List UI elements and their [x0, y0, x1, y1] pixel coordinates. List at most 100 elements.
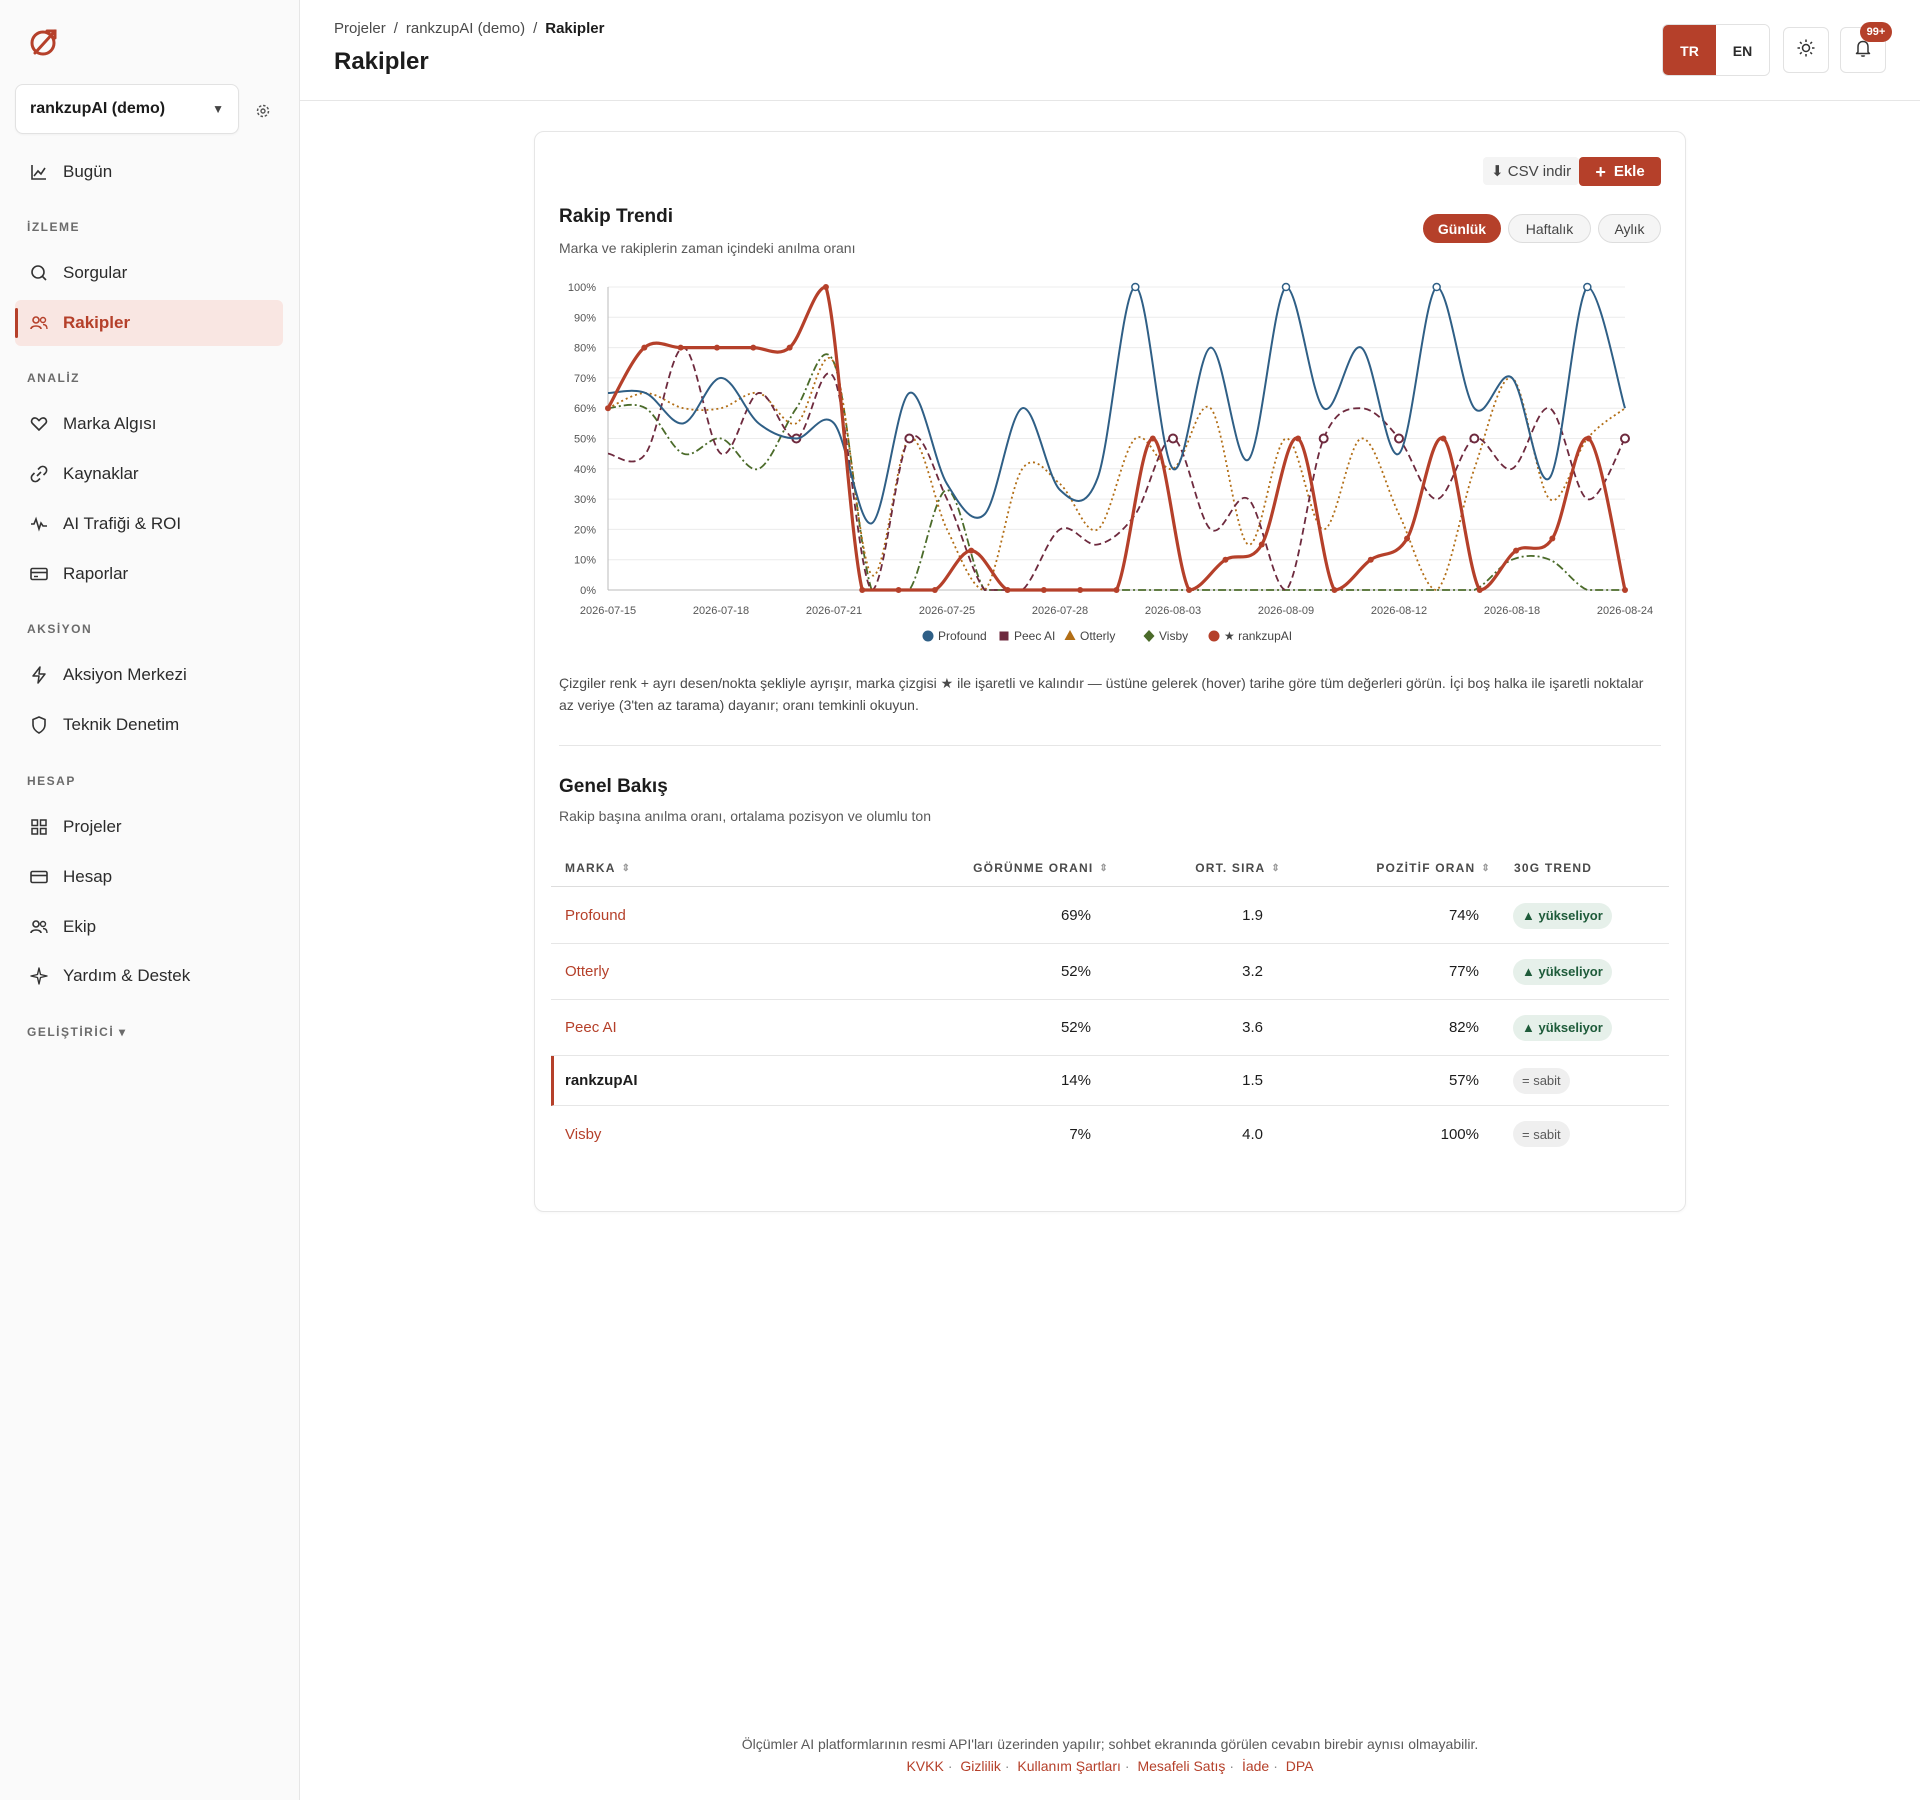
legend-label: Visby	[1159, 629, 1188, 643]
column-header-visibility[interactable]: GÖRÜNME ORANI ⇕	[819, 848, 1109, 888]
trend-badge: ▲ yükseliyor	[1513, 1014, 1612, 1041]
brand-link[interactable]: Otterly	[565, 963, 610, 980]
add-competitor-button[interactable]: + Ekle	[1579, 157, 1661, 186]
table-row[interactable]: Peec AI 52% 3.6 82% ▲ yükseliyor	[551, 1000, 1669, 1056]
positive-value: 100%	[1440, 1125, 1479, 1143]
competitors-card	[534, 131, 1686, 1212]
trend-badge: ▲ yükseliyor	[1513, 958, 1612, 985]
trend-badge: ▲ yükseliyor	[1513, 902, 1612, 929]
data-point-rankzupai	[750, 344, 757, 351]
y-tick-label: 20%	[574, 524, 596, 536]
nav-section-developer[interactable]: GELİŞTİRİCİ ▾	[27, 1025, 127, 1039]
footer-disclaimer: Ölçümler AI platformlarının resmi API'la…	[741, 1736, 1479, 1752]
brand-link[interactable]: Peec AI	[565, 1019, 617, 1036]
sidebar-item-help[interactable]: Yardım & Destek	[15, 953, 283, 999]
link-icon	[28, 463, 50, 485]
logo[interactable]	[27, 25, 61, 59]
table-row[interactable]: Profound 69% 1.9 74% ▲ yükseliyor	[551, 888, 1669, 944]
y-tick-label: 90%	[574, 312, 596, 324]
footer-link-terms[interactable]: Kullanım Şartları	[1017, 1758, 1121, 1774]
data-point-peecai	[904, 433, 915, 444]
sidebar-item-tech-audit[interactable]: Teknik Denetim	[15, 702, 283, 748]
y-tick-label: 0%	[580, 585, 596, 597]
legend-marker	[1064, 630, 1076, 640]
users-icon	[28, 916, 50, 938]
column-header-brand[interactable]: MARKA ⇕	[565, 848, 631, 888]
lang-en-button[interactable]: EN	[1716, 25, 1769, 75]
table-row-own-brand[interactable]: rankzupAI 14% 1.5 57% = sabit	[551, 1056, 1669, 1106]
footer-separator: ·	[1004, 1758, 1010, 1774]
period-daily-button[interactable]: Günlük	[1423, 214, 1501, 243]
sidebar-item-projects[interactable]: Projeler	[15, 804, 283, 850]
visibility-value: 52%	[1060, 1019, 1091, 1036]
y-tick-label: 100%	[568, 282, 596, 294]
heart-icon	[28, 413, 50, 435]
sidebar-item-brand[interactable]: Marka Algısı	[15, 401, 283, 447]
sidebar-item-label: Kaynaklar	[63, 464, 139, 483]
x-tick-label: 2026-07-15	[580, 605, 636, 617]
period-monthly-button[interactable]: Aylık	[1598, 214, 1661, 243]
series-line-visby	[607, 353, 1625, 591]
sidebar-item-sources[interactable]: Kaynaklar	[15, 451, 283, 497]
data-point-rankzupai	[786, 344, 793, 351]
legend-marker	[922, 630, 934, 642]
period-weekly-button[interactable]: Haftalık	[1508, 214, 1591, 243]
data-point-peecai	[1620, 433, 1630, 444]
table-row[interactable]: Otterly 52% 3.2 77% ▲ yükseliyor	[551, 944, 1669, 1000]
column-header-label: 30G TREND	[1514, 861, 1593, 875]
column-header-label: ORT. SIRA	[1195, 861, 1266, 875]
sidebar-item-label: Projeler	[63, 817, 122, 836]
gear-icon[interactable]	[252, 100, 274, 122]
sidebar-item-today[interactable]: Bugün	[15, 149, 283, 195]
trend-cell: ▲ yükseliyor	[1513, 1000, 1612, 1055]
project-select[interactable]: rankzupAI (demo) ▼	[15, 84, 239, 134]
sidebar-item-label: Raporlar	[63, 564, 129, 583]
legend-marker	[1143, 630, 1155, 642]
footer-link-distance-sales[interactable]: Mesafeli Satış	[1137, 1758, 1226, 1774]
data-point-rankzupai	[1513, 547, 1520, 554]
language-switcher: TR EN	[1662, 24, 1770, 76]
footer-link-dpa[interactable]: DPA	[1285, 1758, 1314, 1774]
y-tick-label: 40%	[574, 464, 596, 476]
footer-link-kvkk[interactable]: KVKK	[906, 1758, 944, 1774]
data-point-rankzupai	[1549, 535, 1556, 542]
sidebar-item-action-center[interactable]: Aksiyon Merkezi	[15, 652, 283, 698]
nav-section-analysis: ANALİZ	[27, 371, 80, 385]
footer-separator: ·	[947, 1758, 953, 1774]
column-header-label: POZİTİF ORAN	[1376, 861, 1476, 875]
series-line-otterly	[607, 357, 1626, 591]
brand-link[interactable]: Profound	[565, 907, 626, 924]
positive-value: 82%	[1448, 1019, 1479, 1036]
lang-tr-button[interactable]: TR	[1663, 25, 1716, 75]
y-tick-label: 80%	[574, 343, 596, 355]
data-point-rankzupai	[1440, 435, 1447, 442]
sidebar-item-reports[interactable]: Raporlar	[15, 551, 283, 597]
data-point-rankzupai	[859, 587, 866, 593]
sidebar-item-queries[interactable]: Sorgular	[15, 250, 283, 296]
data-point-rankzupai	[931, 587, 938, 593]
trend-chart[interactable]: 0% 10% 20% 30% 40% 50% 60% 70% 80% 90% 100% 2026-07…	[550, 270, 1670, 650]
brand-link[interactable]: Visby	[565, 1125, 602, 1143]
sidebar-item-account[interactable]: Hesap	[15, 854, 283, 900]
table-row[interactable]: Visby 7% 4.0 100% = sabit	[551, 1106, 1669, 1162]
column-header-positive[interactable]: POZİTİF ORAN ⇕	[1291, 848, 1491, 888]
footer-links: KVKK · Gizlilik · Kullanım Şartları · Mesaf…	[300, 1758, 1920, 1774]
csv-download-button[interactable]: ⬇ CSV indir	[1483, 157, 1580, 185]
trend-cell: = sabit	[1513, 1106, 1570, 1162]
theme-toggle-button[interactable]	[1783, 27, 1829, 73]
data-point-profound	[1583, 282, 1592, 292]
sidebar-item-team[interactable]: Ekip	[15, 904, 283, 950]
sidebar-item-competitors[interactable]: Rakipler	[15, 300, 283, 346]
breadcrumb-project[interactable]: rankzupAI (demo)	[405, 20, 526, 37]
positive-value: 57%	[1448, 1072, 1479, 1089]
sidebar-item-traffic[interactable]: AI Trafiği & ROI	[15, 501, 283, 547]
footer-link-refund[interactable]: İade	[1241, 1758, 1270, 1774]
data-point-peecai	[1318, 433, 1329, 444]
header-divider	[300, 100, 1920, 101]
sort-icon: ⇕	[1099, 862, 1109, 874]
data-point-rankzupai	[1149, 435, 1156, 442]
footer-link-privacy[interactable]: Gizlilik	[960, 1758, 1001, 1774]
breadcrumb-projects[interactable]: Projeler	[334, 20, 386, 37]
page-title: Rakipler	[334, 48, 429, 75]
column-header-rank[interactable]: ORT. SIRA ⇕	[1119, 848, 1281, 888]
